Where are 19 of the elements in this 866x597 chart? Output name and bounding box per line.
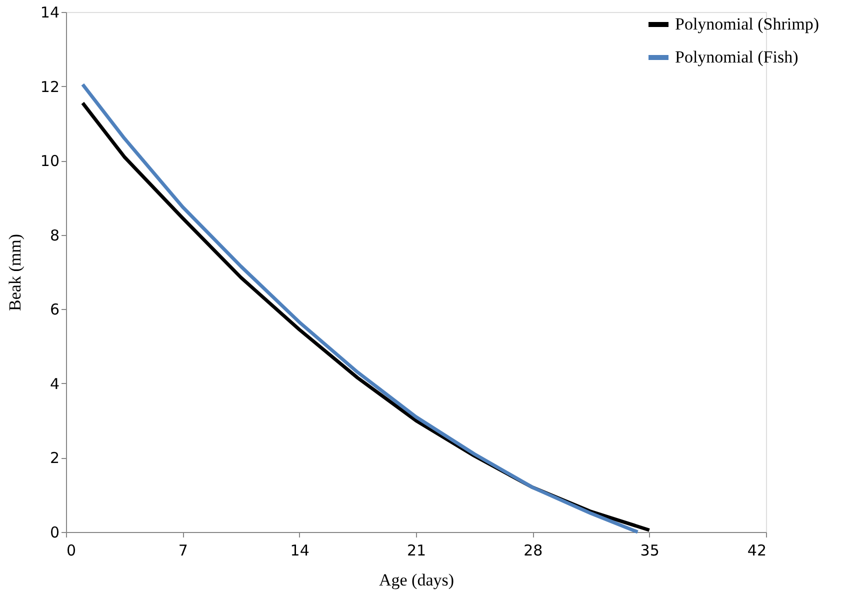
legend-label: Polynomial (Fish) — [675, 48, 798, 66]
x-tick-label: 0 — [66, 542, 76, 560]
x-tick-label: 7 — [178, 542, 188, 560]
y-tick-label: 14 — [40, 4, 60, 22]
y-axis-title: Beak (mm) — [5, 234, 24, 311]
legend-label: Polynomial (Shrimp) — [675, 14, 820, 34]
x-tick-label: 21 — [406, 542, 426, 560]
y-tick-label: 4 — [50, 374, 60, 393]
y-tick-label: 0 — [50, 524, 60, 542]
y-tick-label: 2 — [50, 449, 60, 468]
x-axis-title: Age (days) — [378, 570, 454, 590]
x-tick-label: 35 — [640, 542, 660, 560]
y-tick-label: 10 — [40, 152, 60, 170]
y-tick-label: 12 — [40, 78, 60, 96]
y-tick-label: 8 — [50, 226, 60, 244]
x-tick-label: 42 — [747, 542, 766, 560]
x-tick-label: 28 — [524, 542, 543, 560]
y-tick-label: 6 — [50, 300, 60, 319]
x-tick-label: 14 — [290, 542, 310, 560]
